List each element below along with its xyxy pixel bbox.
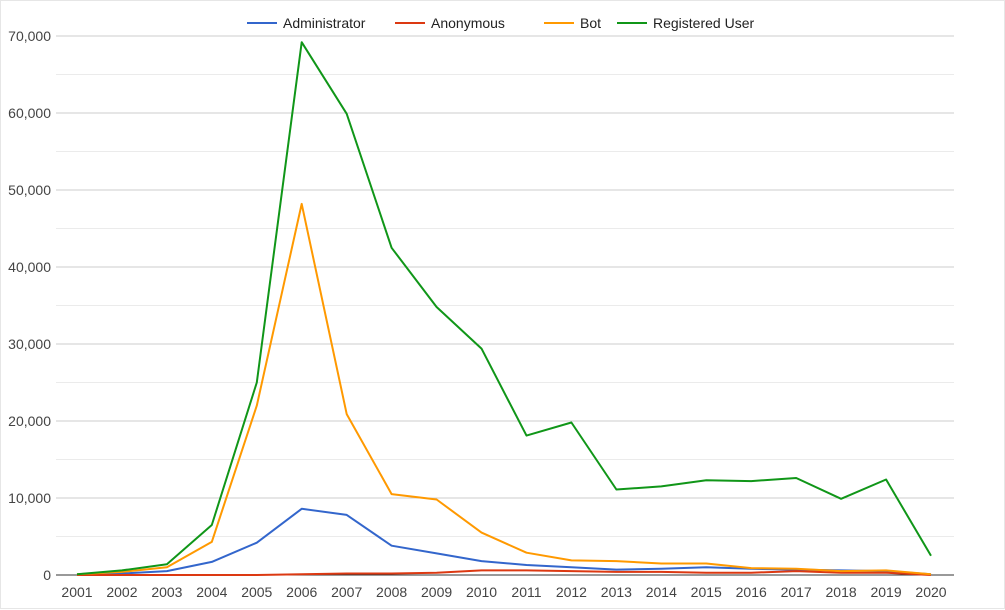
legend-label: Registered User: [653, 15, 754, 31]
series-line-registered-user: [76, 41, 932, 576]
legend-item-anonymous: Anonymous: [395, 15, 505, 31]
x-tick-label: 2006: [286, 584, 317, 600]
x-axis-tick-labels: 2001 2002 2003 2004 2005 2006 2007 2008 2009 2010…: [61, 584, 946, 600]
y-tick-label: 0: [43, 567, 51, 583]
series-lines: [76, 41, 932, 576]
legend-item-administrator: Administrator: [247, 15, 366, 31]
x-tick-label: 2014: [646, 584, 677, 600]
x-tick-label: 2010: [466, 584, 497, 600]
legend-label: Anonymous: [431, 15, 505, 31]
x-tick-label: 2020: [915, 584, 946, 600]
legend-item-bot: Bot: [544, 15, 601, 31]
x-tick-label: 2009: [421, 584, 452, 600]
x-tick-label: 2019: [870, 584, 901, 600]
x-tick-label: 2005: [241, 584, 272, 600]
x-tick-label: 2017: [781, 584, 812, 600]
y-tick-label: 40,000: [8, 259, 51, 275]
y-tick-label: 70,000: [8, 28, 51, 44]
x-tick-label: 2004: [196, 584, 227, 600]
y-axis-tick-labels: 0 10,000 20,000 30,000 40,000 50,000 60,000 70,…: [8, 28, 51, 583]
y-tick-label: 20,000: [8, 413, 51, 429]
x-tick-label: 2002: [106, 584, 137, 600]
legend-label: Bot: [580, 15, 601, 31]
y-tick-label: 60,000: [8, 105, 51, 121]
x-tick-label: 2013: [601, 584, 632, 600]
x-tick-label: 2007: [331, 584, 362, 600]
series-line-bot: [76, 202, 932, 576]
gridlines: [56, 35, 954, 576]
y-tick-label: 30,000: [8, 336, 51, 352]
x-tick-label: 2003: [151, 584, 182, 600]
x-tick-label: 2011: [511, 584, 541, 600]
x-tick-label: 2015: [691, 584, 722, 600]
x-tick-label: 2018: [826, 584, 857, 600]
series-line-anonymous: [77, 569, 932, 576]
y-tick-label: 10,000: [8, 490, 51, 506]
x-tick-label: 2008: [376, 584, 407, 600]
legend-label: Administrator: [283, 15, 366, 31]
x-tick-label: 2016: [736, 584, 767, 600]
legend-item-registered-user: Registered User: [617, 15, 754, 31]
x-tick-label: 2012: [556, 584, 587, 600]
x-tick-label: 2001: [61, 584, 92, 600]
legend: Administrator Anonymous Bot Registered User: [247, 15, 754, 31]
y-tick-label: 50,000: [8, 182, 51, 198]
